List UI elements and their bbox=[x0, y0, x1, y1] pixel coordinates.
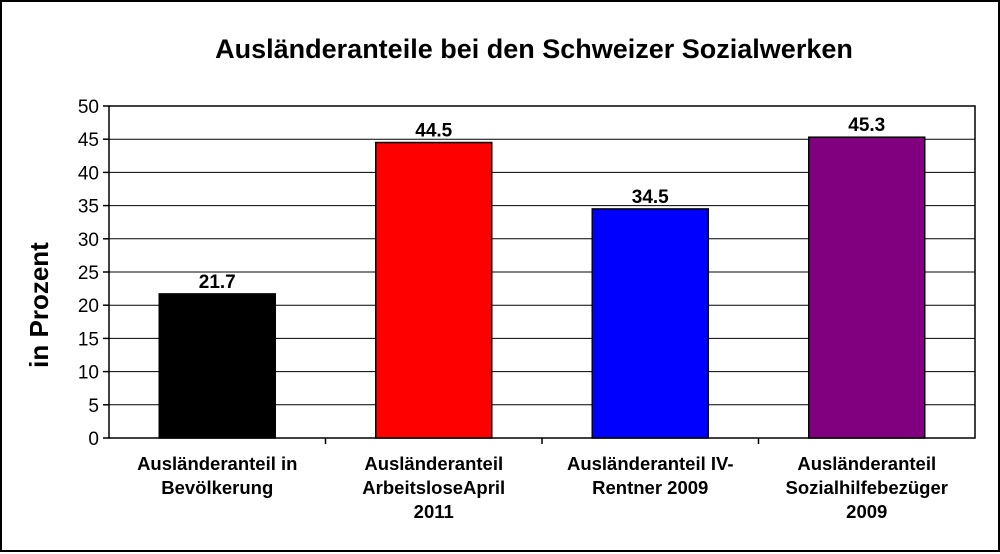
bars bbox=[158, 136, 926, 439]
data-label: 21.7 bbox=[199, 272, 236, 293]
y-tick-label: 10 bbox=[78, 363, 99, 384]
value-labels: 21.7 44.5 34.5 45.3 bbox=[199, 115, 885, 293]
y-tick-label: 15 bbox=[78, 329, 99, 350]
data-label: 44.5 bbox=[415, 121, 452, 142]
y-tick-label: 5 bbox=[88, 396, 99, 417]
bar bbox=[375, 141, 493, 439]
y-tick-label: 40 bbox=[78, 163, 99, 184]
x-category-label: Ausländeranteil Sozialhilfebezüger 2009 bbox=[786, 453, 948, 522]
x-category-label: Ausländeranteil in Bevölkerung bbox=[137, 453, 297, 498]
y-tick-label: 20 bbox=[78, 296, 99, 317]
y-tick-label: 25 bbox=[78, 263, 99, 284]
y-tick-label: 35 bbox=[78, 197, 99, 218]
bar bbox=[808, 136, 926, 439]
bar bbox=[158, 293, 276, 439]
chart-title: Ausländeranteile bei den Schweizer Sozia… bbox=[215, 34, 853, 64]
x-category-label: Ausländeranteil ArbeitsloseApril 2011 bbox=[362, 453, 505, 522]
y-axis-label: in Prozent bbox=[24, 242, 54, 368]
bar bbox=[591, 208, 709, 439]
x-category-label: Ausländeranteil IV-Rentner 2009 bbox=[567, 453, 734, 498]
data-label: 45.3 bbox=[848, 115, 885, 136]
y-axis-ticks: 0 5 10 15 20 25 30 35 40 45 50 bbox=[78, 97, 109, 450]
category-labels: Ausländeranteil in Bevölkerung Ausländeran… bbox=[137, 438, 948, 522]
y-tick-label: 50 bbox=[78, 97, 99, 118]
y-tick-label: 30 bbox=[78, 230, 99, 251]
y-tick-label: 45 bbox=[78, 130, 99, 151]
y-tick-label: 0 bbox=[88, 429, 99, 450]
data-label: 34.5 bbox=[632, 187, 669, 208]
